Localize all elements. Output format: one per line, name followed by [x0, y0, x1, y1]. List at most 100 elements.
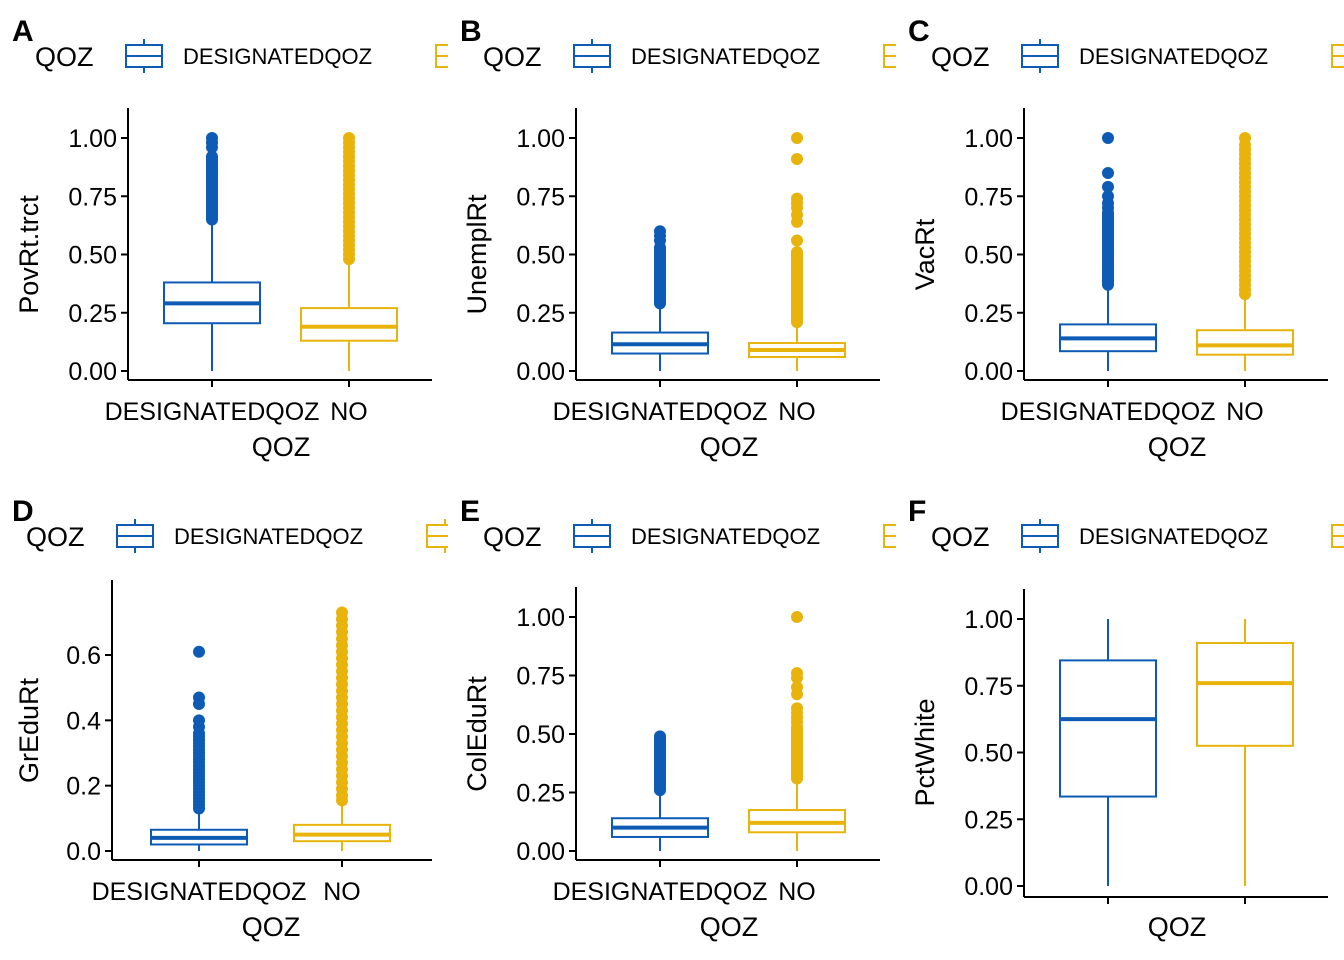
outlier-point — [336, 606, 348, 619]
outlier-point — [1102, 190, 1114, 203]
outlier-point — [1239, 132, 1251, 144]
y-tick-label: 0.4 — [66, 707, 101, 735]
x-tick-label: NO — [330, 398, 368, 426]
box-no — [748, 132, 846, 371]
box-no — [1196, 132, 1294, 371]
x-tick-label: DESIGNATEDQOZ — [553, 878, 768, 906]
iqr-box — [1196, 642, 1294, 747]
y-tick-label: 1.00 — [964, 125, 1013, 153]
legend-label: DESIGNATEDQOZ — [1079, 44, 1268, 69]
x-tick-label: NO — [778, 878, 816, 906]
box-designated — [611, 225, 709, 371]
y-tick-label: 1.00 — [68, 125, 117, 153]
outlier-point — [343, 132, 355, 144]
outlier-point — [1102, 180, 1114, 193]
outlier-point — [654, 730, 666, 743]
legend-key-designated — [573, 519, 611, 553]
outlier-point — [791, 152, 803, 165]
y-tick-label: 0.75 — [516, 183, 565, 211]
legend-title: QOZ — [931, 42, 990, 72]
panel-letter: C — [908, 15, 930, 48]
y-tick-label: 0.50 — [516, 721, 565, 749]
y-tick-label: 0.00 — [68, 358, 117, 386]
legend-key-no — [883, 44, 896, 68]
box-designated — [163, 132, 261, 371]
legend-title: QOZ — [483, 42, 542, 72]
legend-label: DESIGNATEDQOZ — [183, 44, 372, 69]
box-no — [293, 606, 391, 851]
y-axis-title: PctWhite — [910, 698, 940, 806]
y-tick-label: 0.00 — [516, 358, 565, 386]
outlier-point — [654, 225, 666, 238]
y-tick-label: 0.75 — [964, 183, 1013, 211]
legend-label: DESIGNATEDQOZ — [1079, 524, 1268, 549]
outlier-point — [791, 681, 803, 694]
x-axis-title: QOZ — [700, 432, 759, 462]
y-tick-label: 0.75 — [516, 663, 565, 691]
y-tick-label: 0.6 — [66, 642, 101, 670]
y-tick-label: 0.50 — [964, 740, 1013, 768]
box-designated — [1059, 619, 1157, 886]
outlier-point — [791, 702, 803, 715]
legend-label: DESIGNATEDQOZ — [631, 524, 820, 549]
legend-key-no — [435, 44, 448, 68]
outlier-point — [791, 132, 803, 144]
outlier-point — [791, 667, 803, 680]
outlier-point — [791, 246, 803, 259]
legend-title: QOZ — [35, 42, 94, 72]
panel-letter: A — [12, 15, 34, 48]
y-tick-label: 0.25 — [964, 300, 1013, 328]
outlier-point — [791, 611, 803, 623]
outlier-point — [791, 234, 803, 247]
iqr-box — [1196, 329, 1294, 356]
x-tick-label: NO — [1226, 398, 1264, 426]
panel-letter: E — [460, 495, 480, 528]
box-designated — [1059, 132, 1157, 371]
x-axis-title: QOZ — [252, 432, 311, 462]
y-tick-label: 0.25 — [516, 300, 565, 328]
y-axis-title: UnemplRt — [462, 194, 492, 315]
panel-letter: D — [12, 495, 34, 528]
y-tick-label: 0.00 — [516, 838, 565, 866]
legend-key-designated — [116, 519, 154, 553]
box-no — [300, 132, 398, 371]
panel-letter: F — [908, 495, 926, 528]
y-tick-label: 0.50 — [964, 242, 1013, 270]
legend-key-no — [426, 519, 448, 553]
panel-c: CQOZDESIGNATEDQOZNO0.000.250.500.751.00D… — [908, 15, 1344, 462]
y-axis-title: PovRt.trct — [14, 195, 44, 314]
legend-title: QOZ — [931, 522, 990, 552]
legend-key-no — [883, 524, 896, 548]
x-tick-label: NO — [778, 398, 816, 426]
outlier-point — [1102, 166, 1114, 179]
legend-label: DESIGNATEDQOZ — [174, 524, 363, 549]
y-axis-title: GrEduRt — [14, 677, 44, 783]
outlier-point — [1102, 132, 1114, 144]
legend-title: QOZ — [483, 522, 542, 552]
legend-key-no — [1331, 44, 1344, 68]
x-tick-label: DESIGNATEDQOZ — [105, 398, 320, 426]
x-tick-label: NO — [323, 878, 361, 906]
x-axis-title: QOZ — [1148, 432, 1207, 462]
y-tick-label: 0.75 — [68, 183, 117, 211]
y-tick-label: 1.00 — [964, 606, 1013, 634]
y-tick-label: 0.50 — [516, 242, 565, 270]
y-tick-label: 0.25 — [964, 806, 1013, 834]
outlier-point — [206, 132, 218, 144]
panel-letter: B — [460, 15, 482, 48]
outlier-point — [193, 645, 205, 658]
x-tick-label: DESIGNATEDQOZ — [553, 398, 768, 426]
legend-key-designated — [1021, 519, 1059, 553]
outlier-point — [206, 150, 218, 163]
x-axis-title: QOZ — [242, 912, 301, 942]
legend-key-no — [1331, 524, 1344, 548]
y-axis-title: VacRt — [910, 218, 940, 290]
